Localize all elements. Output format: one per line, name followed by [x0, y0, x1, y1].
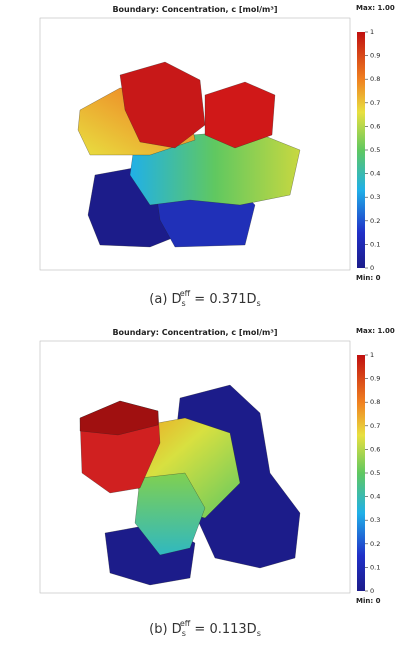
caption-sub: s: [182, 299, 186, 308]
colorbar-tick-label: 0.4: [370, 170, 380, 178]
colorbar: [357, 32, 365, 268]
colorbar-tick-label: 0.4: [370, 493, 380, 501]
plot-title: Boundary: Concentration, c [mol/m³]: [112, 5, 277, 14]
caption-text: (b) D: [149, 622, 182, 637]
colorbar-tick-label: 1: [370, 28, 374, 36]
min-label: Min: 0: [356, 597, 381, 605]
colorbar-tick-label: 0.7: [370, 99, 380, 107]
caption: (a) Dseff = 0.371Ds: [149, 289, 260, 308]
colorbar-tick-label: 0: [370, 264, 374, 272]
colorbar-tick-label: 0.1: [370, 240, 380, 248]
colorbar-tick-label: 0.9: [370, 52, 380, 60]
panel: Boundary: Concentration, c [mol/m³] Max:…: [40, 4, 395, 308]
colorbar-tick-label: 0.5: [370, 469, 380, 477]
colorbar-tick-label: 0.6: [370, 122, 380, 130]
caption-sup: eff: [180, 619, 191, 628]
panel: Boundary: Concentration, c [mol/m³] Max:…: [40, 327, 395, 638]
colorbar: [357, 355, 365, 591]
min-label: Min: 0: [356, 274, 381, 282]
colorbar-tick-label: 0.8: [370, 398, 380, 406]
colorbar-tick-label: 0: [370, 587, 374, 595]
colorbar-tick-label: 1: [370, 351, 374, 359]
max-label: Max: 1.00: [356, 327, 395, 335]
colorbar-tick-label: 0.6: [370, 445, 380, 453]
caption: (b) Dseff = 0.113Ds: [149, 619, 261, 638]
caption-sub: s: [257, 629, 261, 638]
caption-sub: s: [182, 629, 186, 638]
colorbar-tick-label: 0.2: [370, 217, 380, 225]
colorbar-tick-label: 0.5: [370, 146, 380, 154]
caption-sup: eff: [180, 289, 191, 298]
colorbar-tick-label: 0.3: [370, 516, 380, 524]
colorbar-tick-label: 0.9: [370, 375, 380, 383]
colorbar-tick-label: 0.8: [370, 75, 380, 83]
plot-title: Boundary: Concentration, c [mol/m³]: [112, 328, 277, 337]
colorbar-tick-label: 0.7: [370, 422, 380, 430]
figure: Boundary: Concentration, c [mol/m³] Max:…: [0, 0, 414, 646]
max-label: Max: 1.00: [356, 4, 395, 12]
colorbar-tick-label: 0.3: [370, 193, 380, 201]
caption-text: (a) D: [149, 292, 181, 307]
caption-text: = 0.113D: [190, 622, 256, 637]
caption-sub: s: [257, 299, 261, 308]
caption-text: = 0.371D: [190, 292, 256, 307]
colorbar-tick-label: 0.2: [370, 540, 380, 548]
colorbar-tick-label: 0.1: [370, 563, 380, 571]
